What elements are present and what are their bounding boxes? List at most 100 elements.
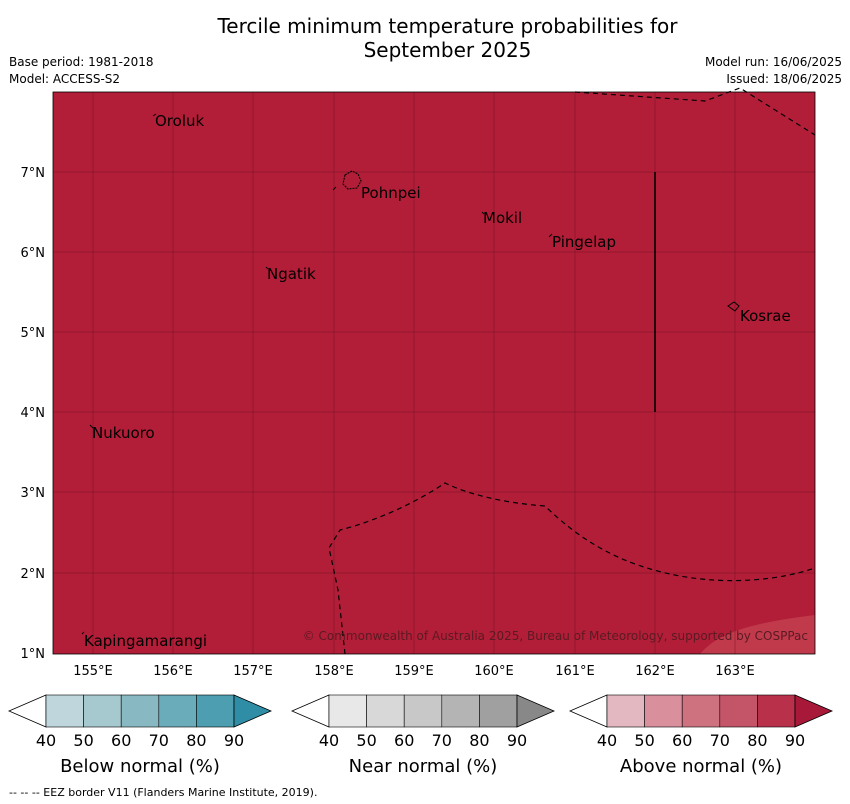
colorbar-tick-label: 90 xyxy=(507,731,527,750)
colorbar-tick-label: 90 xyxy=(224,731,244,750)
mokil-atoll-mark xyxy=(481,211,485,215)
model-name: Model: ACCESS-S2 xyxy=(9,72,121,86)
colorbar-segment xyxy=(441,694,480,728)
place-label-ngatik: Ngatik xyxy=(267,265,316,283)
pingelap-atoll-mark xyxy=(548,233,553,238)
lon-label-159: 159°E xyxy=(394,664,434,679)
lon-label-161: 161°E xyxy=(555,664,595,679)
lon-label-163: 163°E xyxy=(715,664,755,679)
map-panel: Oroluk Pohnpei Mokil Pingelap Ngatik Kos… xyxy=(52,87,816,655)
lat-label-6: 6°N xyxy=(21,246,46,261)
colorbar-segment xyxy=(479,694,518,728)
pohnpei-island-outline xyxy=(342,170,362,190)
graticule xyxy=(53,92,815,654)
meta-left: Base period: 1981-2018 Model: ACCESS-S2 xyxy=(9,54,154,88)
lat-label-7: 7°N xyxy=(21,166,46,181)
colorbar-title: Above normal (%) xyxy=(620,756,782,777)
colorbar-segment xyxy=(366,694,405,728)
colorbar-segment xyxy=(83,694,122,728)
colorbar-tick-label: 40 xyxy=(36,731,56,750)
colorbar-tick-label: 50 xyxy=(73,731,93,750)
colorbar-near-normal: 40 50 60 70 80 90 Near normal (%) xyxy=(290,694,556,777)
colorbar-segment xyxy=(120,694,160,728)
oroluk-atoll-mark xyxy=(152,113,157,117)
place-label-pohnpei: Pohnpei xyxy=(361,184,421,202)
eez-border-top xyxy=(574,87,816,136)
place-label-kosrae: Kosrae xyxy=(740,307,791,325)
colorbar-segment xyxy=(681,694,721,728)
kapingamarangi-atoll-mark xyxy=(81,631,85,635)
colorbar-under-triangle xyxy=(568,694,608,728)
base-period: Base period: 1981-2018 xyxy=(9,55,154,69)
latitude-labels: 7°N 6°N 5°N 4°N 3°N 2°N 1°N xyxy=(21,166,46,662)
issued-date: Issued: 18/06/2025 xyxy=(726,72,842,86)
copyright-notice: © Commonwealth of Australia 2025, Bureau… xyxy=(303,629,808,643)
lon-label-156: 156°E xyxy=(153,664,193,679)
lat-label-3: 3°N xyxy=(21,486,46,501)
colorbar-over-triangle xyxy=(516,694,556,728)
kosrae-island-outline xyxy=(727,301,740,312)
colorbar-title: Below normal (%) xyxy=(60,756,220,777)
colorbar-segment xyxy=(403,694,443,728)
colorbar-segment xyxy=(196,694,235,728)
colorbar-tick-label: 40 xyxy=(597,731,617,750)
colorbar-tick-label: 70 xyxy=(432,731,452,750)
colorbar-tick-label: 70 xyxy=(710,731,730,750)
lat-label-4: 4°N xyxy=(21,406,46,421)
eez-footnote: -- -- -- EEZ border V11 (Flanders Marine… xyxy=(9,786,318,799)
eez-border-bottom xyxy=(328,482,816,655)
model-run: Model run: 16/06/2025 xyxy=(704,55,842,69)
colorbar-title: Near normal (%) xyxy=(349,756,498,777)
lat-label-2: 2°N xyxy=(21,567,46,582)
lon-label-158: 158°E xyxy=(314,664,354,679)
map-frame xyxy=(52,91,816,655)
colorbar-tick-label: 90 xyxy=(785,731,805,750)
lower-probability-patch xyxy=(700,615,815,654)
meta-right: Model run: 16/06/2025 Issued: 18/06/2025 xyxy=(705,54,842,88)
colorbar-segment xyxy=(606,694,645,728)
colorbar-tick-label: 80 xyxy=(747,731,767,750)
place-label-pingelap: Pingelap xyxy=(552,233,616,251)
eez-borders xyxy=(328,87,816,655)
colorbar-tick-label: 40 xyxy=(319,731,339,750)
colorbar-tick-label: 80 xyxy=(469,731,489,750)
ngatik-atoll-mark xyxy=(265,266,269,270)
title-line-2: September 2025 xyxy=(363,38,532,62)
colorbar-tick-label: 70 xyxy=(149,731,169,750)
place-label-kapingamarangi: Kapingamarangi xyxy=(84,632,207,650)
colorbar-segment xyxy=(644,694,683,728)
lon-label-155: 155°E xyxy=(73,664,113,679)
colorbar-tick-label: 50 xyxy=(356,731,376,750)
title-line-1: Tercile minimum temperature probabilitie… xyxy=(217,14,678,38)
colorbar-segment xyxy=(158,694,197,728)
longitude-labels: 155°E 156°E 157°E 158°E 159°E 160°E 161°… xyxy=(73,664,755,679)
colorbar-tick-label: 80 xyxy=(186,731,206,750)
colorbar-segment xyxy=(719,694,758,728)
colorbar-segment xyxy=(328,694,367,728)
colorbar-tick-label: 50 xyxy=(634,731,654,750)
lon-label-160: 160°E xyxy=(474,664,514,679)
lat-label-1: 1°N xyxy=(21,647,46,662)
colorbar-tick-label: 60 xyxy=(394,731,414,750)
map-title: Tercile minimum temperature probabilitie… xyxy=(0,14,850,62)
colorbar-tick-label: 60 xyxy=(672,731,692,750)
colorbar-over-triangle xyxy=(233,694,273,728)
lon-label-162: 162°E xyxy=(635,664,675,679)
pohnpei-atoll-mark xyxy=(332,186,337,191)
colorbar-tick-label: 60 xyxy=(111,731,131,750)
lon-label-157: 157°E xyxy=(233,664,273,679)
colorbar-segment xyxy=(45,694,84,728)
lat-label-5: 5°N xyxy=(21,326,46,341)
nukuoro-atoll-mark xyxy=(89,424,94,429)
place-label-oroluk: Oroluk xyxy=(155,112,204,130)
place-label-nukuoro: Nukuoro xyxy=(92,424,155,442)
colorbar-over-triangle xyxy=(794,694,834,728)
probability-fill xyxy=(53,92,815,654)
colorbar-segment xyxy=(757,694,796,728)
place-label-mokil: Mokil xyxy=(483,209,522,227)
colorbar-under-triangle xyxy=(7,694,47,728)
colorbar-under-triangle xyxy=(290,694,330,728)
